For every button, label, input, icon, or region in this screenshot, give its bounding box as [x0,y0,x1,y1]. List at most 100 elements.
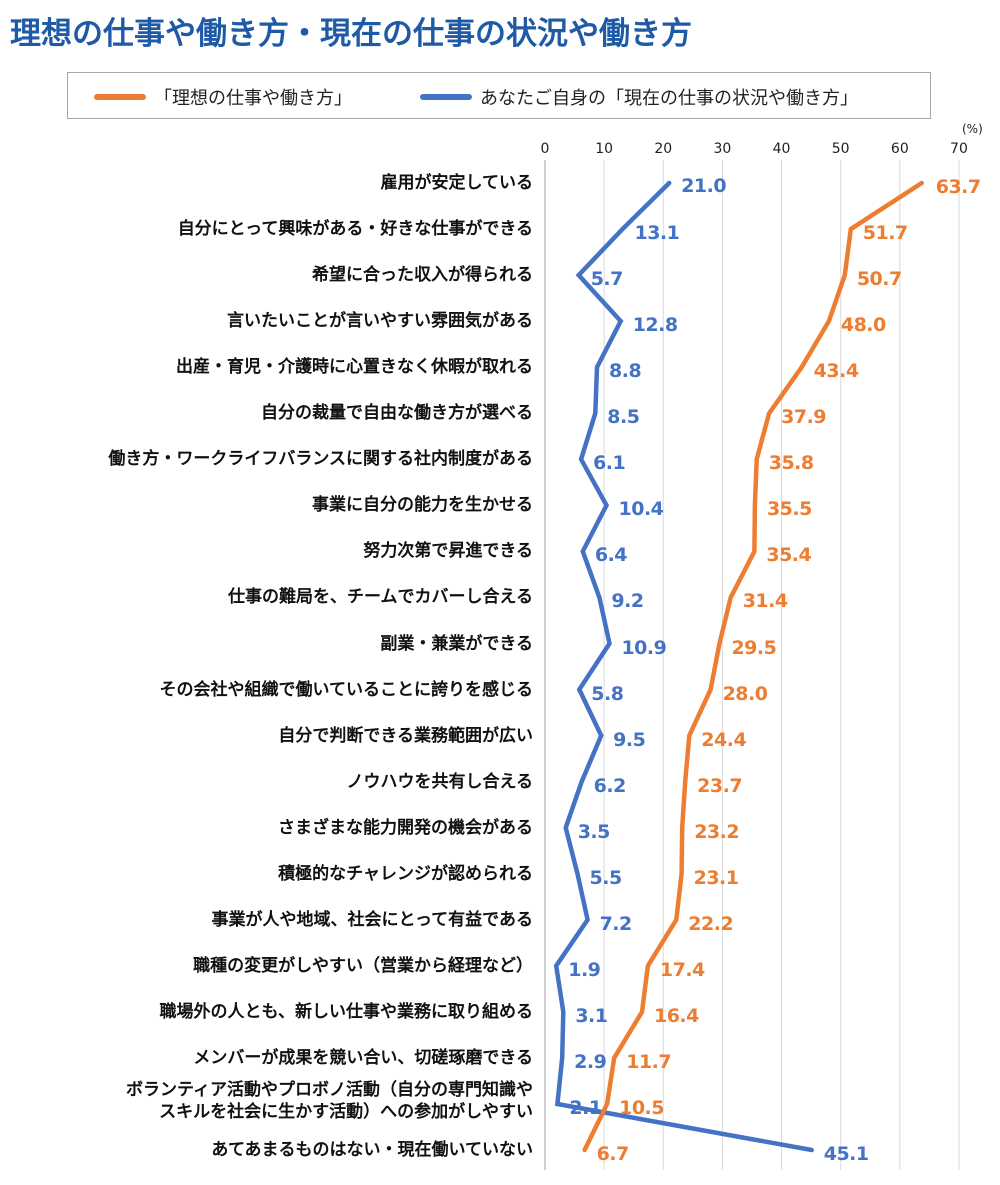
x-tick-label: 20 [654,141,673,157]
category-label: 努力次第で昇進できる [363,540,533,562]
category-label: あてあまるものはない・現在働いていない [211,1139,533,1161]
current-series-line [553,180,814,1153]
current-value-label: 9.2 [611,590,644,613]
current-value-label: 6.4 [594,544,628,567]
current-value-label: 3.5 [577,820,611,843]
current-value-label: 7.2 [599,912,633,935]
current-value-label: 5.8 [591,682,624,705]
current-value-label: 21.0 [681,175,727,197]
category-label: 働き方・ワークライフバランスに関する社内制度がある [108,448,533,470]
ideal-value-label: 31.4 [742,590,788,613]
category-label-line: 努力次第で昇進できる [363,541,533,562]
x-tick-label: 40 [772,141,791,157]
category-label-line: 副業・兼業ができる [380,633,533,654]
ideal-value-label: 22.2 [688,912,734,935]
x-tick-label: 0 [540,141,550,157]
category-label-line: 職種の変更がしやすい（営業から経理など） [193,955,533,976]
ideal-value-label: 16.4 [653,1004,699,1027]
current-value-label: 9.5 [613,728,646,751]
current-value-label: 8.5 [607,406,640,429]
ideal-value-label: 10.5 [619,1097,664,1119]
ideal-value-label: 11.7 [626,1050,672,1073]
category-label: 事業に自分の能力を生かせる [312,494,533,516]
blue-line-swatch-icon [420,93,472,100]
category-label: 希望に合った収入が得られる [312,264,533,286]
category-label-line: 出産・育児・介護時に心置きなく休暇が取れる [176,357,533,378]
category-label-line: あてあまるものはない・現在働いていない [211,1140,533,1161]
current-value-label: 2.9 [574,1050,607,1073]
orange-line-swatch-icon [94,93,146,100]
x-tick-label: 30 [713,141,732,157]
ideal-value-label: 24.4 [701,728,747,751]
category-label-line: 積極的なチャレンジが認められる [278,863,533,884]
category-label-line: ノウハウを共有し合える [346,771,534,792]
ideal-value-label: 37.9 [781,406,827,429]
ideal-series-line [582,180,924,1153]
category-label-line: 職場外の人とも、新しい仕事や業務に取り組める [159,1001,534,1022]
current-value-label: 5.5 [589,866,623,889]
ideal-value-label: 35.8 [768,452,814,475]
category-label: メンバーが成果を競い合い、切磋琢磨できる [193,1047,533,1069]
x-tick-label: 50 [831,141,850,157]
category-label-line: 自分で判断できる業務範囲が広い [278,725,533,746]
category-label-line: ボランティア活動やプロボノ活動（自分の専門知識や [126,1080,533,1100]
current-value-label: 3.1 [575,1004,608,1027]
category-label-line: さまざまな能力開発の機会がある [278,817,533,838]
ideal-value-label: 48.0 [840,314,886,337]
category-label: 言いたいことが言いやすい雰囲気がある [227,310,533,332]
category-label-line: その会社や組織で働いていることに誇りを感じる [159,679,534,700]
category-label-line: 事業に自分の能力を生かせる [312,495,533,516]
category-label: 職場外の人とも、新しい仕事や業務に取り組める [160,1001,534,1023]
category-label: ボランティア活動やプロボノ活動（自分の専門知識や スキルを社会に生かす活動）への参… [126,1079,533,1123]
ideal-value-label: 35.4 [766,544,812,567]
category-label-line: 働き方・ワークライフバランスに関する社内制度がある [108,449,533,470]
category-label-line: 希望に合った収入が得られる [312,265,533,286]
legend-label-current: あなたご自身の「現在の仕事の状況や働き方」 [480,87,858,109]
x-tick-label: 10 [595,141,614,157]
current-value-label: 12.8 [632,314,678,337]
category-label: ノウハウを共有し合える [347,771,534,793]
current-value-label: 10.4 [618,498,664,521]
ideal-value-label: 35.5 [766,498,812,521]
current-value-label: 6.1 [593,452,626,475]
category-label: 仕事の難局を、チームでカバーし合える [228,586,533,608]
category-label: 雇用が安定している [381,172,534,194]
x-tick-label: 70 [950,141,968,157]
current-value-label: 10.9 [621,636,667,659]
legend-item-ideal: 「理想の仕事や働き方」 [94,73,352,120]
ideal-value-label: 63.7 [935,176,981,198]
category-label: 自分にとって興味がある・好きな仕事ができる [178,218,533,240]
category-label-line: 雇用が安定している [380,173,534,193]
ideal-value-label: 6.7 [596,1143,630,1166]
category-label: その会社や組織で働いていることに誇りを感じる [160,679,534,701]
ideal-value-label: 28.0 [722,682,768,705]
legend-item-current: あなたご自身の「現在の仕事の状況や働き方」 [420,73,858,120]
category-label: 自分の裁量で自由な働き方が選べる [261,402,533,424]
category-label-line: メンバーが成果を競い合い、切磋琢磨できる [193,1047,533,1068]
category-label: 出産・育児・介護時に心置きなく休暇が取れる [176,356,533,378]
ideal-value-label: 29.5 [731,636,777,659]
chart-title: 理想の仕事や働き方・現在の仕事の状況や働き方 [10,16,692,52]
legend-label-ideal: 「理想の仕事や働き方」 [154,87,352,109]
ideal-value-label: 23.2 [694,820,740,843]
ideal-value-label: 23.1 [693,866,739,889]
category-label: 自分で判断できる業務範囲が広い [278,725,533,747]
category-label: 副業・兼業ができる [380,633,533,655]
current-value-label: 13.1 [634,222,680,245]
category-label: さまざまな能力開発の機会がある [278,817,533,839]
current-value-label: 45.1 [823,1143,869,1166]
current-value-label: 6.2 [593,774,627,797]
category-label-line: スキルを社会に生かす活動）への参加がしやすい [159,1102,533,1122]
ideal-value-label: 51.7 [862,222,908,245]
axis-unit: (%) [962,122,983,136]
current-value-label: 8.8 [609,360,642,383]
ideal-value-label: 17.4 [659,958,705,981]
legend: 「理想の仕事や働き方」 あなたご自身の「現在の仕事の状況や働き方」 [67,72,931,119]
ideal-value-label: 50.7 [856,268,902,291]
category-label-line: 事業が人や地域、社会にとって有益である [211,909,533,930]
category-label: 職種の変更がしやすい（営業から経理など） [193,955,533,977]
category-label-line: 自分にとって興味がある・好きな仕事ができる [177,219,533,240]
category-label-line: 仕事の難局を、チームでカバーし合える [228,587,533,608]
category-label-line: 自分の裁量で自由な働き方が選べる [261,403,533,424]
